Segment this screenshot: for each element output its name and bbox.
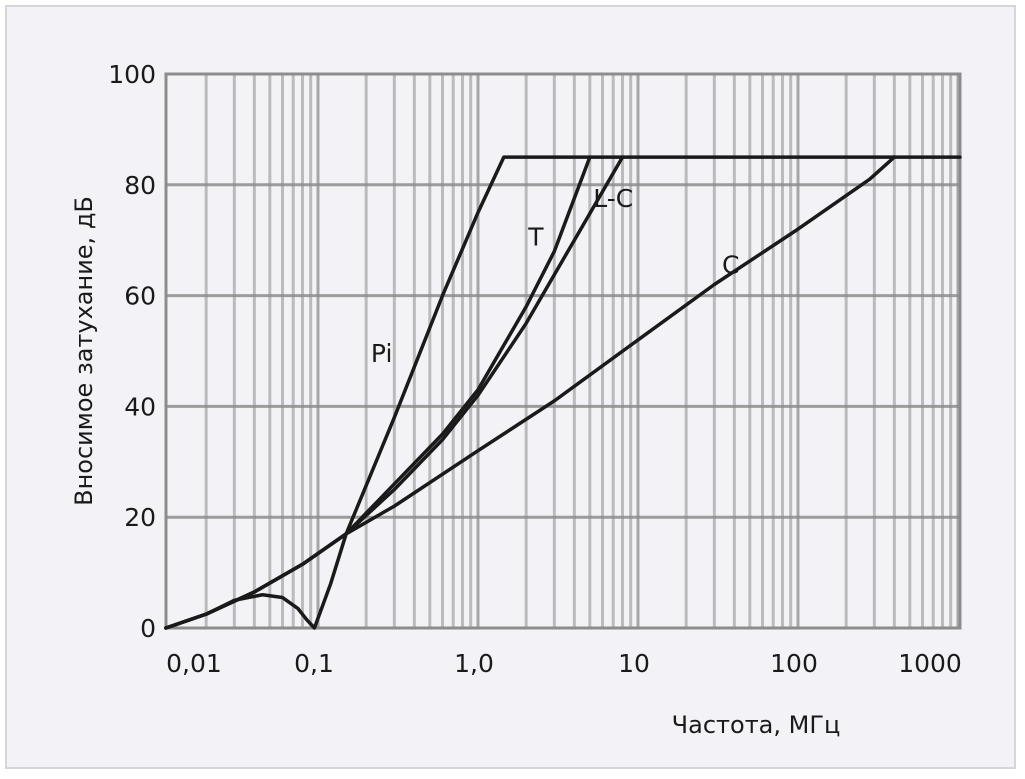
- curves: [164, 155, 962, 630]
- y-tick-label: 40: [124, 392, 156, 421]
- y-tick-label: 80: [124, 171, 156, 200]
- vertical-gridlines: [204, 74, 960, 628]
- x-axis-ticks: 0,01 0,1 1,0 10 100 1000: [166, 649, 962, 678]
- curve-c: [164, 155, 897, 630]
- x-tick-label: 100: [770, 649, 818, 678]
- x-axis-title: Частота, МГц: [672, 711, 841, 739]
- y-tick-label: 0: [140, 614, 156, 643]
- x-tick-label: 0,1: [294, 649, 334, 678]
- curve-label-c: C: [722, 250, 739, 279]
- x-tick-label: 10: [618, 649, 650, 678]
- x-tick-label: 0,01: [166, 649, 222, 678]
- plot-border: [164, 72, 962, 630]
- x-tick-label: 1000: [898, 649, 962, 678]
- curve-label-pi: Pi: [371, 339, 392, 368]
- x-tick-label: 1,0: [454, 649, 494, 678]
- curve-label-lc: L-C: [593, 184, 633, 213]
- y-tick-label: 100: [108, 60, 156, 89]
- curve-labels: Pi T L-C C: [371, 184, 740, 368]
- curve-label-t: T: [527, 223, 544, 252]
- y-axis-title: Вносимое затухание, дБ: [70, 196, 98, 506]
- y-tick-label: 20: [124, 503, 156, 532]
- y-axis-ticks: 0 20 40 60 80 100: [108, 60, 156, 643]
- y-tick-label: 60: [124, 282, 156, 311]
